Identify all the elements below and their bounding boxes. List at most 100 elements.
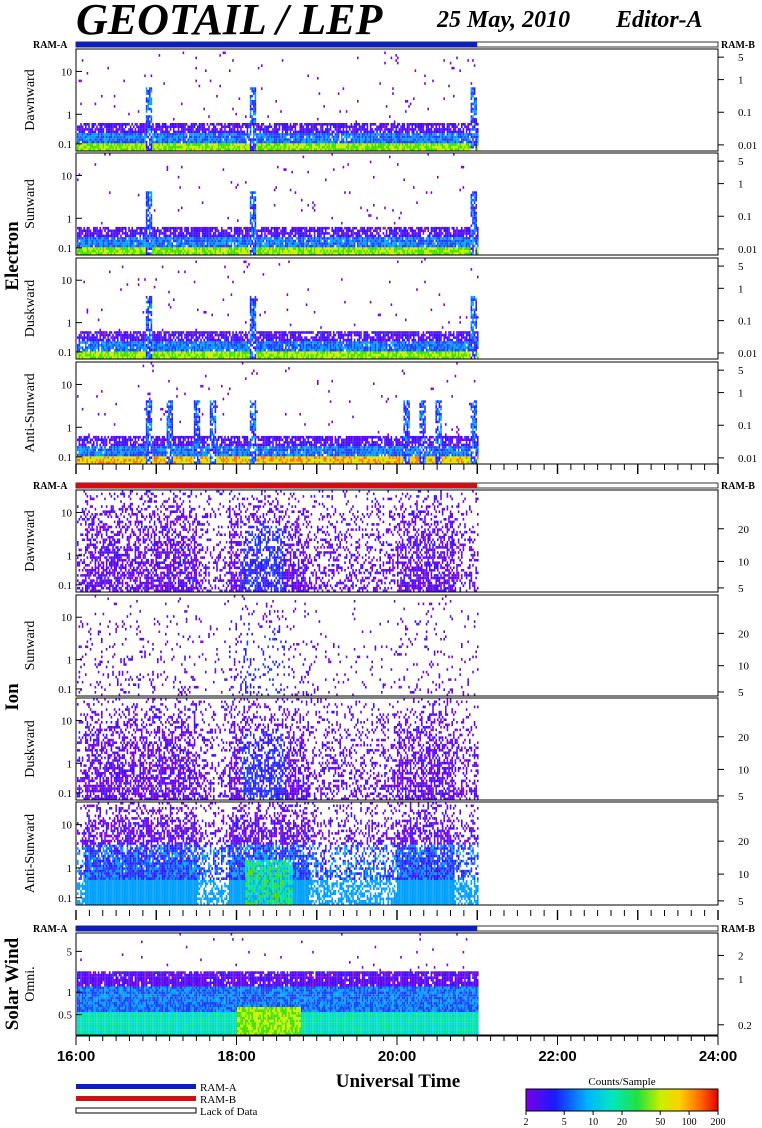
spectrogram-cell xyxy=(105,140,108,144)
spectrogram-cell xyxy=(225,138,228,141)
spectrogram-cell xyxy=(438,138,441,141)
spectrogram-cell xyxy=(193,252,196,255)
spectrogram-cell xyxy=(461,133,463,136)
spectrogram-cell xyxy=(262,148,265,151)
spectrogram-cell xyxy=(358,229,361,233)
spectrogram-cell xyxy=(393,145,396,149)
spectrogram-cell xyxy=(440,148,442,151)
spectrogram-cell xyxy=(280,145,282,149)
spectrogram-cell xyxy=(267,244,269,248)
spectrogram-cell xyxy=(152,226,154,230)
spectrogram-cell xyxy=(405,140,407,144)
spectrogram-cell xyxy=(155,237,157,240)
spectrogram-cell xyxy=(88,140,90,144)
spectrogram-cell xyxy=(158,237,161,240)
spectrogram-cell xyxy=(219,130,221,134)
spectrogram-cell xyxy=(94,252,97,255)
spectrogram-cell xyxy=(312,148,314,151)
spectrogram-cell xyxy=(369,234,372,238)
spectrogram-cell xyxy=(334,133,337,136)
spectrogram-cell xyxy=(366,135,369,139)
spectrogram-cell xyxy=(389,135,391,139)
spectrogram-cell xyxy=(131,128,133,131)
spectrogram-cell xyxy=(110,130,113,134)
spectrogram-cell xyxy=(331,216,333,220)
spectrogram-cell xyxy=(368,143,370,146)
spectrogram-cell xyxy=(189,234,191,238)
spectrogram-cell xyxy=(219,148,221,151)
spectrogram-cell xyxy=(393,247,396,250)
spectrogram-cell xyxy=(107,226,109,230)
spectrogram-cell xyxy=(123,133,125,136)
spectrogram-cell xyxy=(173,249,175,253)
spectrogram-cell xyxy=(251,193,253,197)
spectrogram-cell xyxy=(403,123,405,126)
spectrogram-cell xyxy=(305,232,308,235)
spectrogram-cell xyxy=(389,155,391,159)
spectrogram-cell xyxy=(259,148,261,151)
spectrogram-cell xyxy=(320,125,322,129)
spectrogram-cell xyxy=(291,244,293,248)
spectrogram-cell xyxy=(413,97,415,100)
spectrogram-cell xyxy=(406,145,409,149)
spectrogram-cell xyxy=(361,252,364,255)
spectrogram-cell xyxy=(126,123,129,126)
spectrogram-cell xyxy=(270,226,273,230)
spectrogram-cell xyxy=(323,234,325,238)
spectrogram-cell xyxy=(411,226,413,230)
spectrogram-cell xyxy=(249,120,252,123)
spectrogram-cell xyxy=(83,234,85,238)
spectrogram-cell xyxy=(181,206,183,210)
spectrogram-cell xyxy=(344,244,346,248)
spectrogram-cell xyxy=(155,128,157,131)
spectrogram-cell xyxy=(141,249,143,253)
spectrogram-cell xyxy=(248,148,250,151)
spectrogram-cell xyxy=(174,148,177,151)
spectrogram-cell xyxy=(201,247,204,250)
spectrogram-cell xyxy=(241,244,244,248)
spectrogram-cell xyxy=(160,237,162,240)
spectrogram-cell xyxy=(337,229,340,233)
spectrogram-cell xyxy=(155,252,157,255)
spectrogram-cell xyxy=(101,133,103,136)
spectrogram-cell xyxy=(289,239,292,243)
spectrogram-cell xyxy=(105,247,108,250)
spectrogram-cell xyxy=(237,244,239,248)
spectrogram-cell xyxy=(181,247,183,250)
spectrogram-cell xyxy=(408,138,410,141)
spectrogram-cell xyxy=(81,244,84,248)
spectrogram-cell xyxy=(224,123,226,126)
spectrogram-cell xyxy=(320,242,322,245)
spectrogram-cell xyxy=(432,135,434,139)
spectrogram-cell xyxy=(403,244,405,248)
spectrogram-cell xyxy=(350,244,353,248)
spectrogram-cell xyxy=(176,123,178,126)
spectrogram-cell xyxy=(275,148,277,151)
spectrogram-cell xyxy=(387,123,389,126)
spectrogram-cell xyxy=(385,135,388,139)
spectrogram-cell xyxy=(392,247,394,250)
spectrogram-cell xyxy=(157,125,159,129)
spectrogram-cell xyxy=(385,252,388,255)
spectrogram-cell xyxy=(88,145,90,149)
spectrogram-cell xyxy=(197,226,199,230)
spectrogram-cell xyxy=(275,232,277,235)
spectrogram-cell xyxy=(365,242,367,245)
spectrogram-cell xyxy=(153,242,156,245)
spectrogram-cell xyxy=(174,244,177,248)
spectrogram-cell xyxy=(454,143,457,146)
spectrogram-cell xyxy=(96,252,98,255)
spectrogram-cell xyxy=(104,226,106,230)
spectrogram-cell xyxy=(336,148,338,151)
spectrogram-cell xyxy=(99,247,101,250)
spectrogram-cell xyxy=(369,128,372,131)
spectrogram-cell xyxy=(281,234,284,238)
spectrogram-cell xyxy=(310,237,313,240)
spectrogram-cell xyxy=(310,133,313,136)
spectrogram-cell xyxy=(337,92,340,95)
spectrogram-cell xyxy=(237,133,239,136)
spectrogram-cell xyxy=(219,242,221,245)
spectrogram-cell xyxy=(213,125,215,129)
spectrogram-cell xyxy=(368,145,370,149)
spectrogram-cell xyxy=(472,143,474,146)
